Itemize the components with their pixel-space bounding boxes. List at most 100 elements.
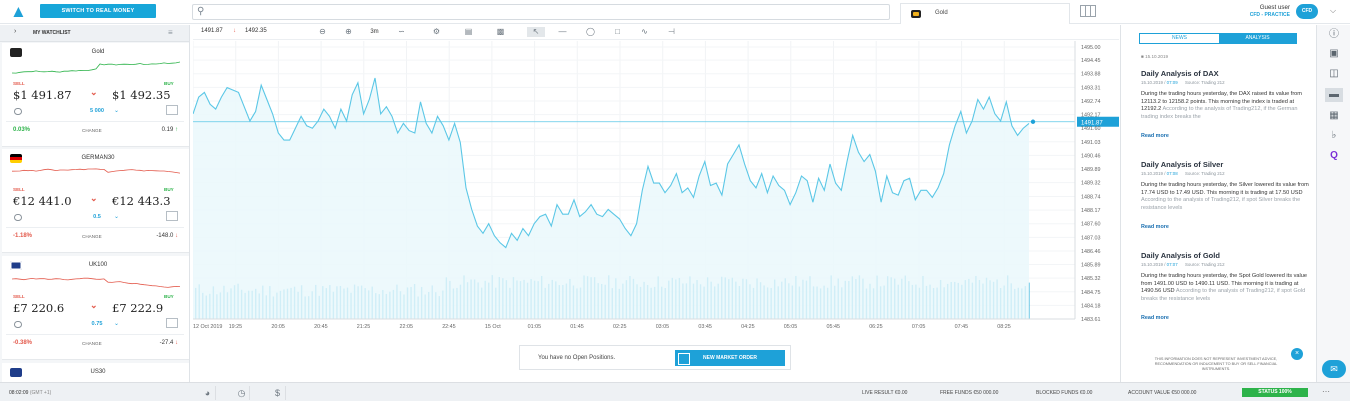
horizontal-line-icon[interactable]: —: [558, 27, 567, 36]
circle-tool-icon[interactable]: ◯: [586, 27, 595, 36]
timeframe-selector[interactable]: 3m: [370, 29, 379, 35]
news-date: ■ 15.10.2019: [1141, 54, 1169, 59]
y-tick-label: 1485.89: [1081, 263, 1101, 269]
quantity-selector[interactable]: 0.5: [93, 214, 101, 220]
chart-canvas[interactable]: 1491.87 1495.00 1494.45 1493.88 1493.31 1492.…: [193, 41, 1119, 331]
change-arrow-icon: ↓: [175, 340, 178, 346]
cursor-tool-icon[interactable]: ↖: [527, 27, 545, 37]
read-more-link[interactable]: Read more: [1141, 133, 1169, 139]
quiz-icon[interactable]: Q: [1330, 150, 1338, 161]
instrument-name[interactable]: UK100: [88, 262, 108, 268]
table-icon[interactable]: ▦: [1329, 110, 1339, 121]
article-title[interactable]: Daily Analysis of Gold: [1141, 251, 1220, 260]
sell-price-button[interactable]: £7 220.6: [13, 301, 65, 315]
lock-icon[interactable]: [14, 214, 22, 221]
rectangle-tool-icon[interactable]: □: [615, 27, 620, 36]
chevron-down-icon[interactable]: ⌵: [1330, 6, 1337, 15]
change-value: 0.19 ↑: [122, 127, 178, 133]
article-body-text: During the trading hours yesterday, the …: [1141, 91, 1302, 113]
text-tool-icon[interactable]: ▤: [464, 27, 473, 36]
lock-icon[interactable]: [14, 321, 22, 328]
settings-gear-icon[interactable]: ⚙: [432, 27, 441, 36]
account-avatar[interactable]: CFD: [1296, 4, 1318, 19]
gold-bar-icon: [911, 10, 921, 18]
watchlist-card[interactable]: US30: [2, 363, 189, 382]
switch-to-real-money-button[interactable]: SWITCH TO REAL MONEY: [40, 4, 156, 18]
status-badge[interactable]: STATUS 100%: [1242, 388, 1308, 397]
chart-type-icon[interactable]: ∽: [398, 27, 405, 36]
watchlist-card[interactable]: UK100 SELL BUY £7 220.6 ⌄ £7 222.9 0.75 ⌄ -0.38%…: [2, 256, 189, 360]
sell-price-button[interactable]: €12 441.0: [13, 194, 72, 208]
zoom-out-icon[interactable]: ⊖: [319, 27, 326, 36]
y-tick-label: 1489.89: [1081, 167, 1101, 173]
lock-icon[interactable]: [14, 108, 22, 115]
x-tick-label: 20:05: [271, 324, 285, 330]
more-icon[interactable]: ⋯: [1322, 387, 1330, 396]
current-price-marker: [1030, 119, 1036, 124]
search-input[interactable]: ⚲: [192, 4, 890, 20]
wave-tool-icon[interactable]: ∿: [641, 27, 648, 36]
watchlist-card[interactable]: Gold SELL BUY $1 491.87 ⌄ $1 492.35 5 000 ⌄ 0.03…: [2, 43, 189, 147]
tab-analysis[interactable]: ANALYSIS: [1219, 34, 1296, 43]
layout-grid-icon[interactable]: [1080, 5, 1096, 17]
calendar-icon[interactable]: ▣: [1329, 48, 1339, 59]
news-tabs: NEWS ANALYSIS: [1139, 33, 1297, 44]
chevron-down-icon[interactable]: ⌄: [114, 108, 120, 114]
read-more-link[interactable]: Read more: [1141, 315, 1169, 321]
article-title[interactable]: Daily Analysis of DAX: [1141, 69, 1219, 78]
read-more-link[interactable]: Read more: [1141, 224, 1169, 230]
briefcase-icon[interactable]: ◫: [1329, 68, 1339, 79]
instrument-name[interactable]: GERMAN30: [81, 155, 115, 161]
article-time: 07:08: [1166, 171, 1178, 176]
ask-price: 1492.35: [245, 28, 267, 34]
sell-price-button[interactable]: $1 491.87: [13, 88, 72, 102]
zoom-in-icon[interactable]: ⊕: [345, 27, 352, 36]
position-icon[interactable]: [166, 318, 178, 328]
quantity-selector[interactable]: 5 000: [90, 108, 104, 114]
account-type[interactable]: CFD - PRACTICE: [1249, 12, 1290, 18]
watchlist-header: › MY WATCHLIST ≡: [0, 25, 189, 42]
x-tick-label: 05:45: [827, 324, 841, 330]
change-percent: 0.03%: [13, 127, 31, 133]
instrument-flag-icon: [10, 261, 22, 270]
news-icon[interactable]: ▬: [1325, 88, 1343, 102]
new-market-order-button[interactable]: NEW MARKET ORDER: [675, 350, 785, 366]
bell-icon[interactable]: ♭: [1331, 130, 1337, 141]
position-icon[interactable]: [166, 211, 178, 221]
watchlist-card[interactable]: GERMAN30 SELL BUY €12 441.0 ⌄ €12 443.3 0.5 ⌄ -1…: [2, 149, 189, 253]
article-source: Source: Trading 212: [1184, 80, 1225, 85]
buy-price-button[interactable]: $1 492.35: [112, 88, 171, 102]
watchlist-menu-icon[interactable]: ≡: [168, 28, 173, 37]
sparkline-path: [12, 168, 180, 174]
x-tick-label: 12 Oct 2019: [193, 324, 222, 330]
instrument-name[interactable]: Gold: [91, 49, 105, 55]
watchlist-title: MY WATCHLIST: [33, 30, 71, 36]
buy-price-button[interactable]: £7 222.9: [112, 301, 164, 315]
position-icon[interactable]: [166, 105, 178, 115]
x-tick-label: 20:45: [314, 324, 328, 330]
y-tick-label: 1487.03: [1081, 235, 1101, 241]
dollar-icon[interactable]: $: [270, 386, 286, 400]
y-tick-label: 1494.45: [1081, 58, 1101, 64]
y-tick-label: 1488.17: [1081, 208, 1101, 214]
instrument-tab-gold[interactable]: Gold: [900, 3, 1070, 24]
history-icon[interactable]: ◷: [234, 386, 250, 400]
instrument-name[interactable]: US30: [90, 369, 106, 375]
fibonacci-tool-icon[interactable]: ⊣: [668, 27, 675, 36]
quantity-selector[interactable]: 0.75: [91, 321, 103, 327]
price-chart[interactable]: 1491.87 1495.00 1494.45 1493.88 1493.31 1492.…: [193, 41, 1119, 331]
dashboard-icon[interactable]: ◕: [200, 386, 216, 400]
tab-news[interactable]: NEWS: [1172, 35, 1187, 41]
change-value-text: -148.0: [156, 233, 174, 239]
indicator-icon[interactable]: ▩: [496, 27, 505, 36]
chat-icon[interactable]: ✉: [1322, 360, 1346, 378]
y-tick-label: 1490.46: [1081, 153, 1101, 159]
buy-price-button[interactable]: €12 443.3: [112, 194, 171, 208]
chevron-right-icon[interactable]: ›: [14, 28, 17, 35]
chevron-down-icon[interactable]: ⌄: [114, 321, 120, 327]
close-icon[interactable]: ×: [1291, 348, 1303, 360]
info-icon[interactable]: ⓘ: [1329, 29, 1339, 40]
chevron-down-icon[interactable]: ⌄: [114, 214, 120, 220]
article-title[interactable]: Daily Analysis of Silver: [1141, 160, 1224, 169]
x-tick-label: 07:45: [955, 324, 969, 330]
